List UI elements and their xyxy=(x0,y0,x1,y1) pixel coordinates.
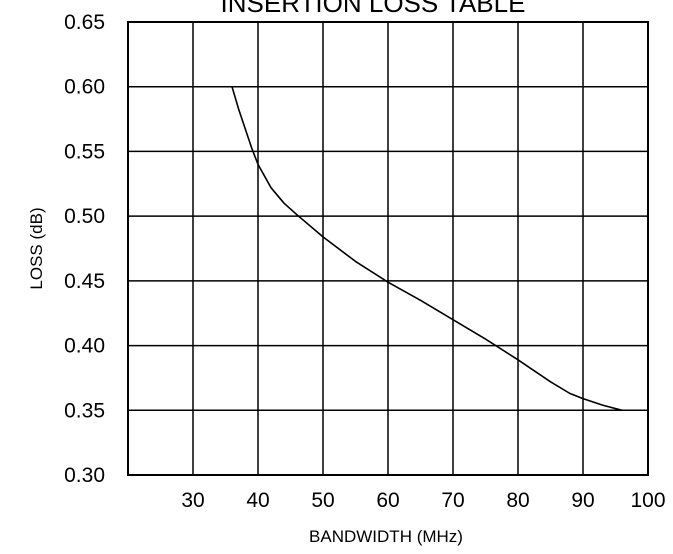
y-tick-label: 0.50 xyxy=(64,205,105,228)
x-tick-label: 90 xyxy=(571,489,594,512)
y-tick-label: 0.45 xyxy=(64,270,105,293)
y-tick-label: 0.55 xyxy=(64,140,105,163)
x-tick-label: 60 xyxy=(376,489,399,512)
grid xyxy=(128,21,649,476)
series-layer xyxy=(231,86,623,412)
x-tick-label: 40 xyxy=(246,489,269,512)
x-tick-label: 80 xyxy=(506,489,529,512)
x-tick-labels: 30 40 50 60 70 80 90 100 xyxy=(181,489,665,512)
y-tick-label: 0.30 xyxy=(64,464,105,487)
x-tick-label: 100 xyxy=(630,489,665,512)
series-line xyxy=(231,86,623,412)
plot-frame xyxy=(127,21,649,476)
x-tick-label: 70 xyxy=(441,489,464,512)
y-tick-label: 0.60 xyxy=(64,76,105,99)
x-tick-label: 50 xyxy=(311,489,334,512)
y-tick-labels: 0.30 0.35 0.40 0.45 0.50 0.55 0.60 0.65 xyxy=(64,11,105,487)
y-tick-label: 0.65 xyxy=(64,11,105,34)
y-axis-title: LOSS (dB) xyxy=(27,207,46,289)
x-axis-title: BANDWIDTH (MHz) xyxy=(309,527,463,546)
x-tick-label: 30 xyxy=(181,489,204,512)
chart-title: INSERTION LOSS TABLE xyxy=(221,0,526,18)
y-tick-label: 0.40 xyxy=(64,335,105,358)
y-tick-label: 0.35 xyxy=(64,399,105,422)
